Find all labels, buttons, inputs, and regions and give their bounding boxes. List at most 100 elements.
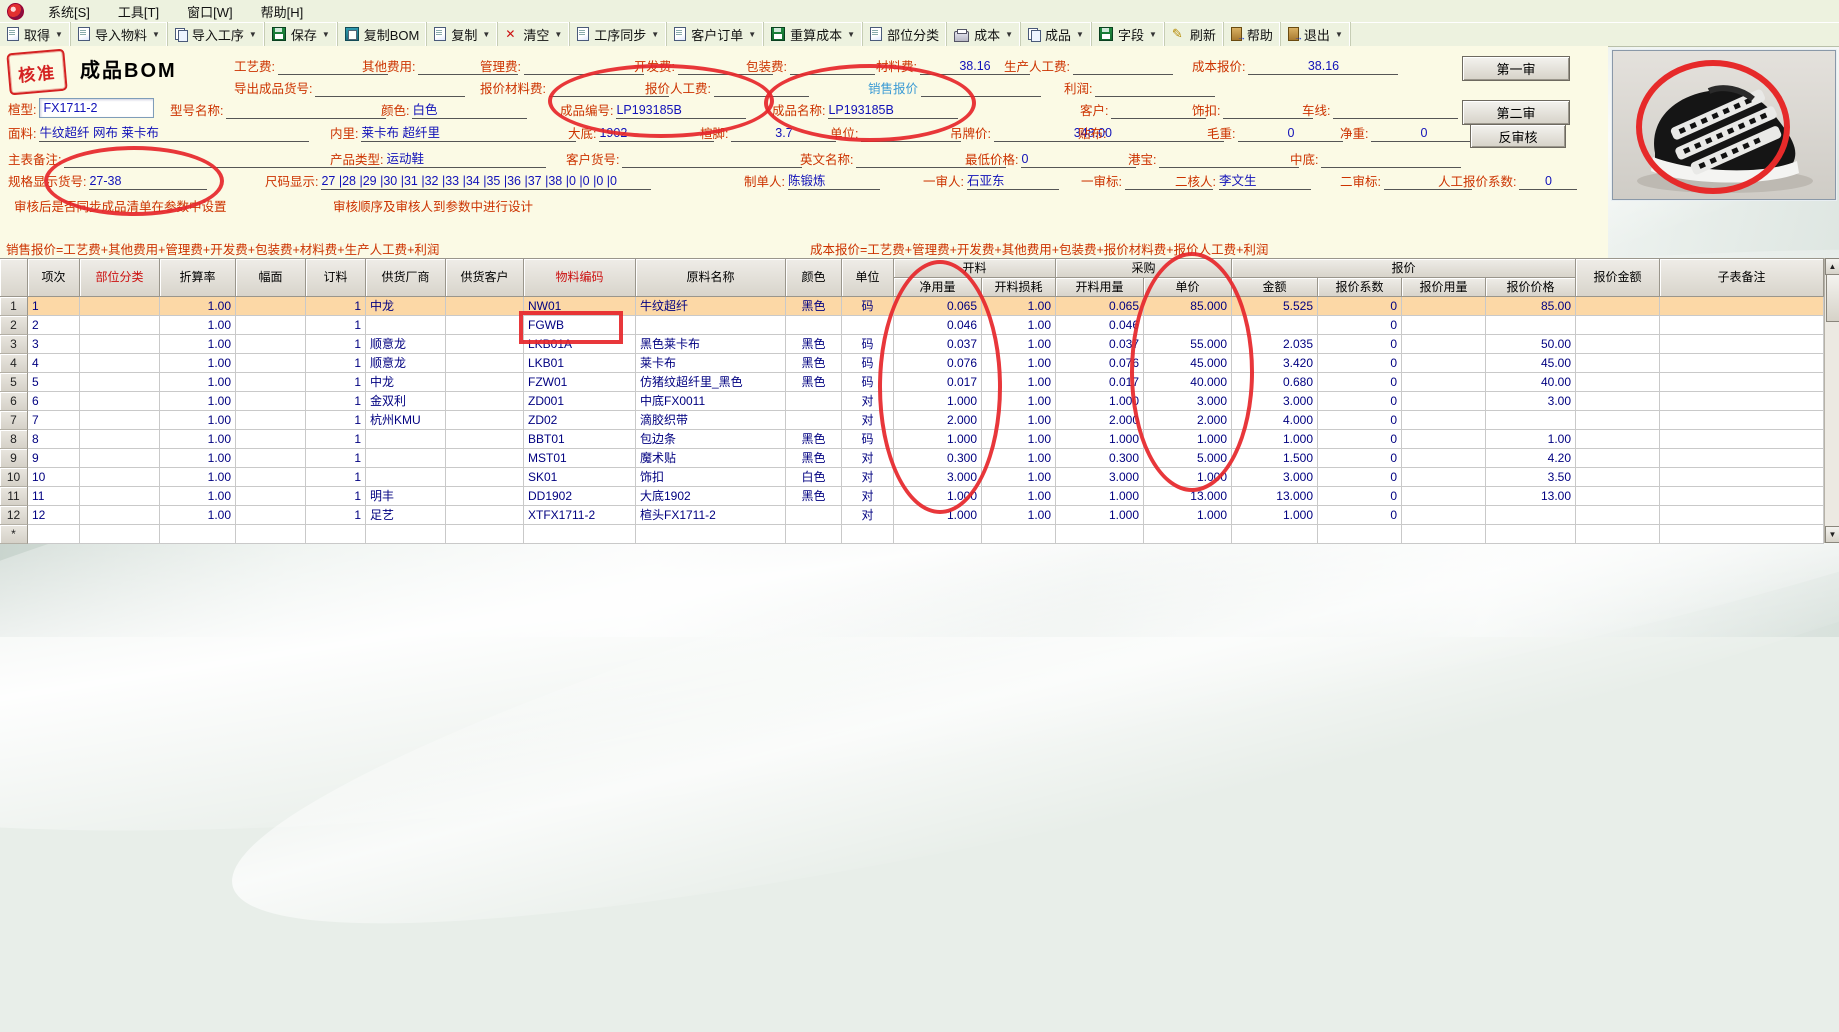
cell-r11-c19[interactable] [1576, 487, 1660, 506]
cell-r6-c7[interactable]: ZD001 [524, 392, 636, 411]
new-row-cell-1[interactable] [80, 525, 160, 544]
cell-r1-c17[interactable] [1402, 297, 1486, 316]
cell-r3-c17[interactable] [1402, 335, 1486, 354]
cell-r2-c18[interactable] [1486, 316, 1576, 335]
cell-r5-c5[interactable]: 中龙 [366, 373, 446, 392]
cell-r5-c18[interactable]: 40.00 [1486, 373, 1576, 392]
cell-r7-c6[interactable] [446, 411, 524, 430]
column-header-17[interactable]: 报价用量 [1402, 278, 1486, 297]
new-row-cell-13[interactable] [1056, 525, 1144, 544]
cell-r5-c20[interactable] [1660, 373, 1824, 392]
column-header-9[interactable]: 颜色 [786, 259, 842, 297]
cell-r4-c6[interactable] [446, 354, 524, 373]
cell-r9-c14[interactable]: 5.000 [1144, 449, 1232, 468]
cell-r6-c5[interactable]: 金双利 [366, 392, 446, 411]
column-header-16[interactable]: 报价系数 [1318, 278, 1402, 297]
chevron-down-icon[interactable]: ▼ [748, 29, 757, 39]
cell-r8-c7[interactable]: BBT01 [524, 430, 636, 449]
cell-r3-c1[interactable] [80, 335, 160, 354]
field-baojiacailiaofei-value[interactable] [548, 80, 669, 97]
chevron-down-icon[interactable]: ▼ [321, 29, 330, 39]
cell-r2-c4[interactable]: 1 [306, 316, 366, 335]
cell-r6-c14[interactable]: 3.000 [1144, 392, 1232, 411]
cell-r9-c19[interactable] [1576, 449, 1660, 468]
cell-r5-c19[interactable] [1576, 373, 1660, 392]
menu-item-2[interactable]: 窗口[W] [187, 4, 233, 20]
cell-r11-c20[interactable] [1660, 487, 1824, 506]
cell-r1-c18[interactable]: 85.00 [1486, 297, 1576, 316]
cell-r5-c0[interactable]: 5 [28, 373, 80, 392]
field-shengchanrengong-value[interactable] [1072, 58, 1173, 75]
cell-r3-c18[interactable]: 50.00 [1486, 335, 1576, 354]
cell-r6-c16[interactable]: 0 [1318, 392, 1402, 411]
chevron-down-icon[interactable]: ▼ [651, 29, 660, 39]
new-row-cell-2[interactable] [160, 525, 236, 544]
cell-r9-c2[interactable]: 1.00 [160, 449, 236, 468]
new-row-cell-15[interactable] [1232, 525, 1318, 544]
cell-r10-c8[interactable]: 饰扣 [636, 468, 786, 487]
cell-r2-c9[interactable] [786, 316, 842, 335]
cell-r10-c13[interactable]: 3.000 [1056, 468, 1144, 487]
cell-r7-c19[interactable] [1576, 411, 1660, 430]
cell-r7-c18[interactable] [1486, 411, 1576, 430]
cell-r6-c18[interactable]: 3.00 [1486, 392, 1576, 411]
field-diaopaijia-value[interactable]: 348.00 [993, 125, 1112, 142]
toolbar-button-14[interactable]: 刷新 [1165, 22, 1224, 46]
toolbar-button-3[interactable]: 保存 ▼ [265, 22, 338, 46]
menu-item-3[interactable]: 帮助[H] [260, 4, 304, 20]
cell-r3-c8[interactable]: 黑色莱卡布 [636, 335, 786, 354]
cell-r11-c15[interactable]: 13.000 [1232, 487, 1318, 506]
cell-r11-c14[interactable]: 13.000 [1144, 487, 1232, 506]
cell-r8-c17[interactable] [1402, 430, 1486, 449]
cell-r5-c8[interactable]: 仿猪纹超纤里_黑色 [636, 373, 786, 392]
field-tiebu-value[interactable] [1109, 125, 1225, 142]
toolbar-button-1[interactable]: 导入物料 ▼ [71, 22, 168, 46]
cell-r5-c7[interactable]: FZW01 [524, 373, 636, 392]
cell-r7-c2[interactable]: 1.00 [160, 411, 236, 430]
field-zuidijiage-value[interactable]: 0 [1021, 151, 1137, 168]
cell-r10-c6[interactable] [446, 468, 524, 487]
row-indicator[interactable]: 10 [0, 468, 28, 487]
cell-r11-c3[interactable] [236, 487, 306, 506]
cell-r2-c11[interactable]: 0.046 [894, 316, 982, 335]
cell-r1-c12[interactable]: 1.00 [982, 297, 1056, 316]
column-header-5[interactable]: 供货厂商 [366, 259, 446, 297]
cell-r10-c0[interactable]: 10 [28, 468, 80, 487]
row-indicator[interactable]: 8 [0, 430, 28, 449]
field-xuanxing-value[interactable]: FX1711-2 [39, 98, 155, 118]
field-lirun-value[interactable] [1095, 80, 1216, 97]
cell-r9-c9[interactable]: 黑色 [786, 449, 842, 468]
row-indicator[interactable]: 4 [0, 354, 28, 373]
cell-r11-c5[interactable]: 明丰 [366, 487, 446, 506]
cell-r5-c16[interactable]: 0 [1318, 373, 1402, 392]
cell-r12-c7[interactable]: XTFX1711-2 [524, 506, 636, 525]
cell-r1-c19[interactable] [1576, 297, 1660, 316]
cell-r5-c9[interactable]: 黑色 [786, 373, 842, 392]
cell-r1-c2[interactable]: 1.00 [160, 297, 236, 316]
cell-r7-c14[interactable]: 2.000 [1144, 411, 1232, 430]
column-header-11[interactable]: 净用量 [894, 278, 982, 297]
cell-r10-c10[interactable]: 对 [842, 468, 894, 487]
cell-r11-c2[interactable]: 1.00 [160, 487, 236, 506]
row-indicator[interactable]: 5 [0, 373, 28, 392]
chevron-down-icon[interactable]: ▼ [554, 29, 563, 39]
new-row-cell-20[interactable] [1660, 525, 1824, 544]
cell-r12-c1[interactable] [80, 506, 160, 525]
toolbar-button-16[interactable]: 退出 ▼ [1281, 22, 1351, 46]
cell-r8-c4[interactable]: 1 [306, 430, 366, 449]
cell-r2-c12[interactable]: 1.00 [982, 316, 1056, 335]
cell-r6-c13[interactable]: 1.000 [1056, 392, 1144, 411]
cell-r5-c4[interactable]: 1 [306, 373, 366, 392]
field-qitafeiyong-value[interactable] [418, 58, 519, 75]
cell-r4-c17[interactable] [1402, 354, 1486, 373]
cell-r7-c0[interactable]: 7 [28, 411, 80, 430]
cell-r1-c9[interactable]: 黑色 [786, 297, 842, 316]
cell-r5-c6[interactable] [446, 373, 524, 392]
cell-r4-c15[interactable]: 3.420 [1232, 354, 1318, 373]
cell-r12-c13[interactable]: 1.000 [1056, 506, 1144, 525]
new-row-cell-14[interactable] [1144, 525, 1232, 544]
field-xiaoshoubaojia-value[interactable] [921, 80, 1042, 97]
cell-r12-c2[interactable]: 1.00 [160, 506, 236, 525]
cell-r2-c14[interactable] [1144, 316, 1232, 335]
new-row-cell-8[interactable] [636, 525, 786, 544]
